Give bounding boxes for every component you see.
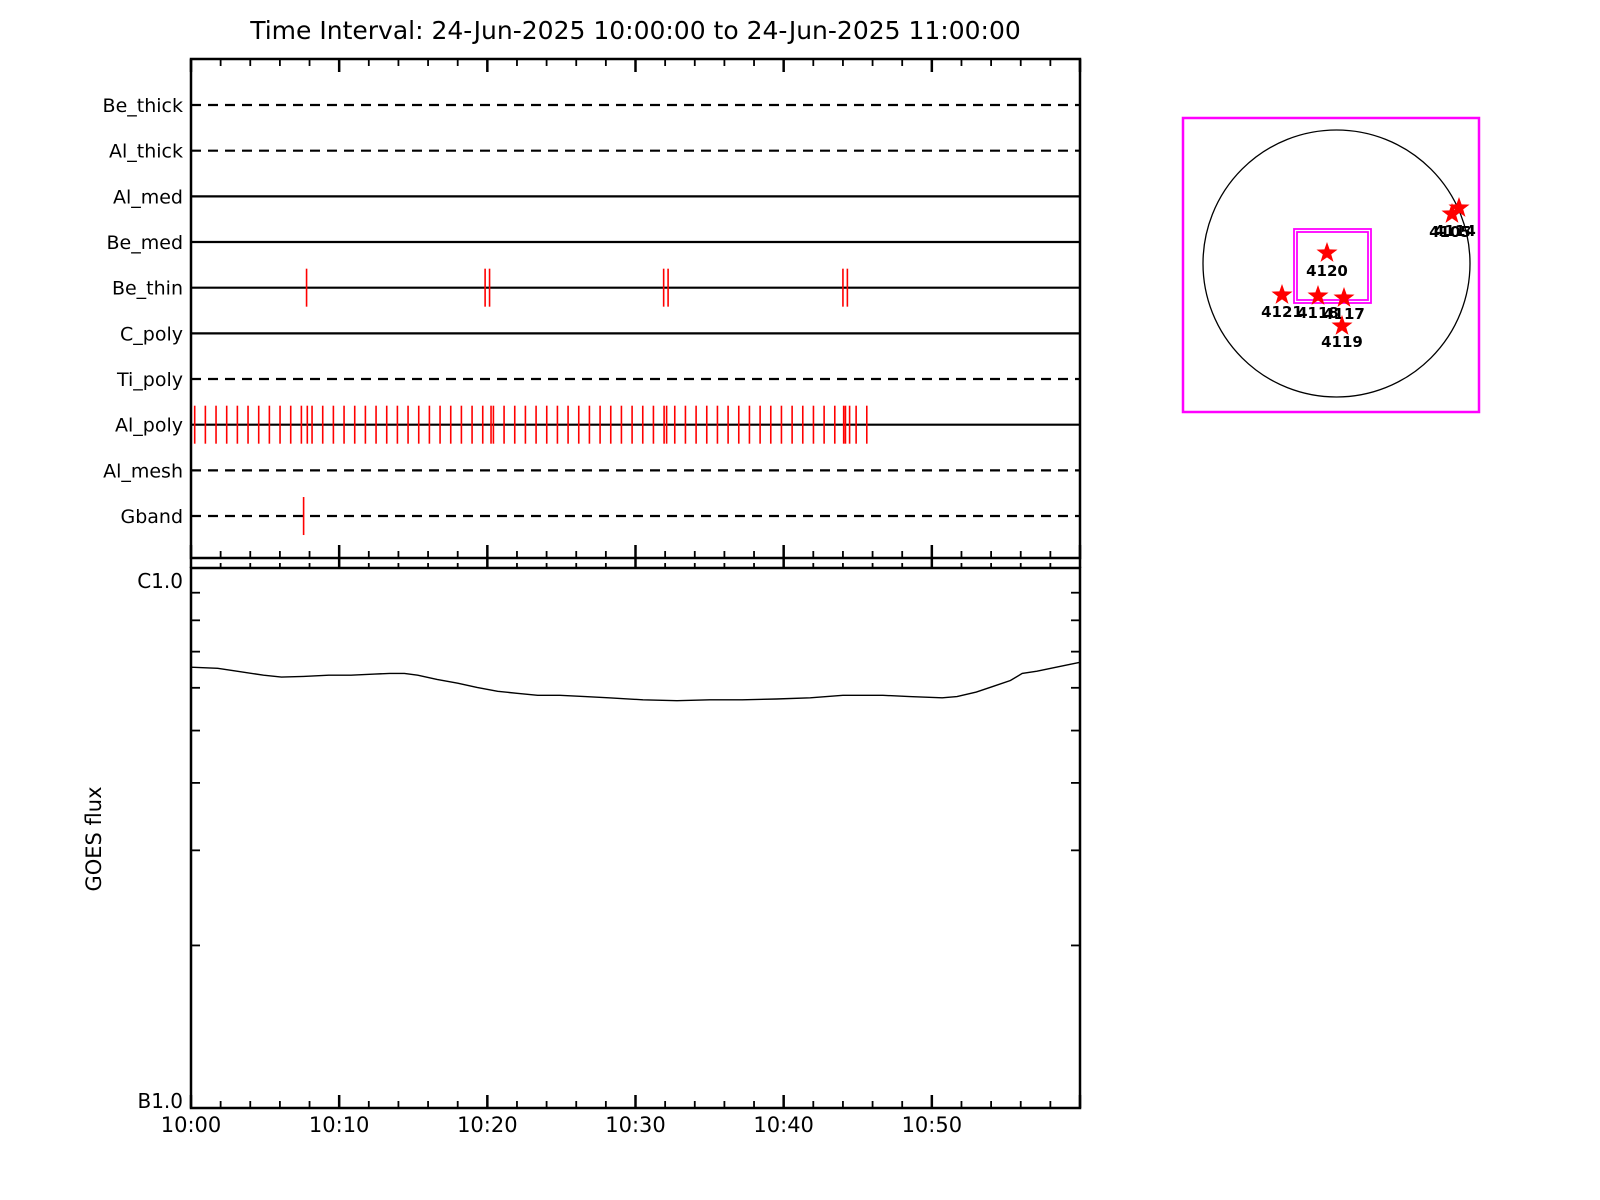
active-region-label-4121: 4121 — [1261, 303, 1303, 321]
filter-label-Gband: Gband — [120, 506, 183, 528]
x-tick-label: 10:10 — [309, 1113, 370, 1137]
solar-limb-circle — [1202, 129, 1471, 398]
active-region-label-4120: 4120 — [1306, 262, 1348, 280]
x-tick-label: 10:00 — [161, 1113, 222, 1137]
active-region-label-4119: 4119 — [1321, 333, 1363, 351]
active-region-star-4117 — [1333, 287, 1355, 307]
filter-label-Al_thick: Al_thick — [109, 141, 183, 163]
active-region-label-4117: 4117 — [1323, 305, 1365, 323]
xrt-fov-box-outer — [1293, 228, 1372, 304]
active-region-star-4118 — [1307, 285, 1329, 305]
active-region-star-4120 — [1316, 242, 1338, 262]
xrt-fov-box-inner — [1296, 231, 1369, 301]
active-region-star-4114 — [1448, 197, 1470, 217]
goes-panel-border — [189, 566, 1082, 1110]
active-region-star-4121 — [1271, 284, 1293, 304]
filter-label-Be_thin: Be_thin — [112, 278, 183, 300]
active-region-label-4118: 4118 — [1297, 304, 1339, 322]
goes-y-top-tick-label: C1.0 — [137, 569, 183, 593]
filter-label-Al_poly: Al_poly — [115, 415, 183, 437]
active-region-label-4114: 4114 — [1434, 222, 1476, 240]
filter-label-Be_med: Be_med — [107, 232, 183, 254]
goes-y-bottom-tick-label: B1.0 — [137, 1089, 183, 1113]
filter-label-C_poly: C_poly — [120, 323, 183, 345]
x-tick-label: 10:30 — [605, 1113, 666, 1137]
filter-label-Al_mesh: Al_mesh — [103, 460, 183, 482]
goes-flux-curve — [190, 661, 1081, 702]
x-tick-label: 10:50 — [902, 1113, 963, 1137]
x-tick-label: 10:20 — [457, 1113, 518, 1137]
filter-panel-border — [189, 57, 1082, 560]
x-tick-label: 10:40 — [753, 1113, 814, 1137]
page-title: Time Interval: 24-Jun-2025 10:00:00 to 2… — [250, 16, 1021, 45]
filter-label-Ti_poly: Ti_poly — [116, 369, 183, 391]
sun-map-frame — [1181, 116, 1481, 414]
active-region-label-4105: 4105 — [1429, 223, 1471, 241]
filter-label-Al_med: Al_med — [113, 186, 183, 208]
active-region-star-4119 — [1331, 315, 1353, 335]
filter-label-Be_thick: Be_thick — [103, 95, 183, 117]
active-region-star-4105 — [1441, 203, 1463, 223]
